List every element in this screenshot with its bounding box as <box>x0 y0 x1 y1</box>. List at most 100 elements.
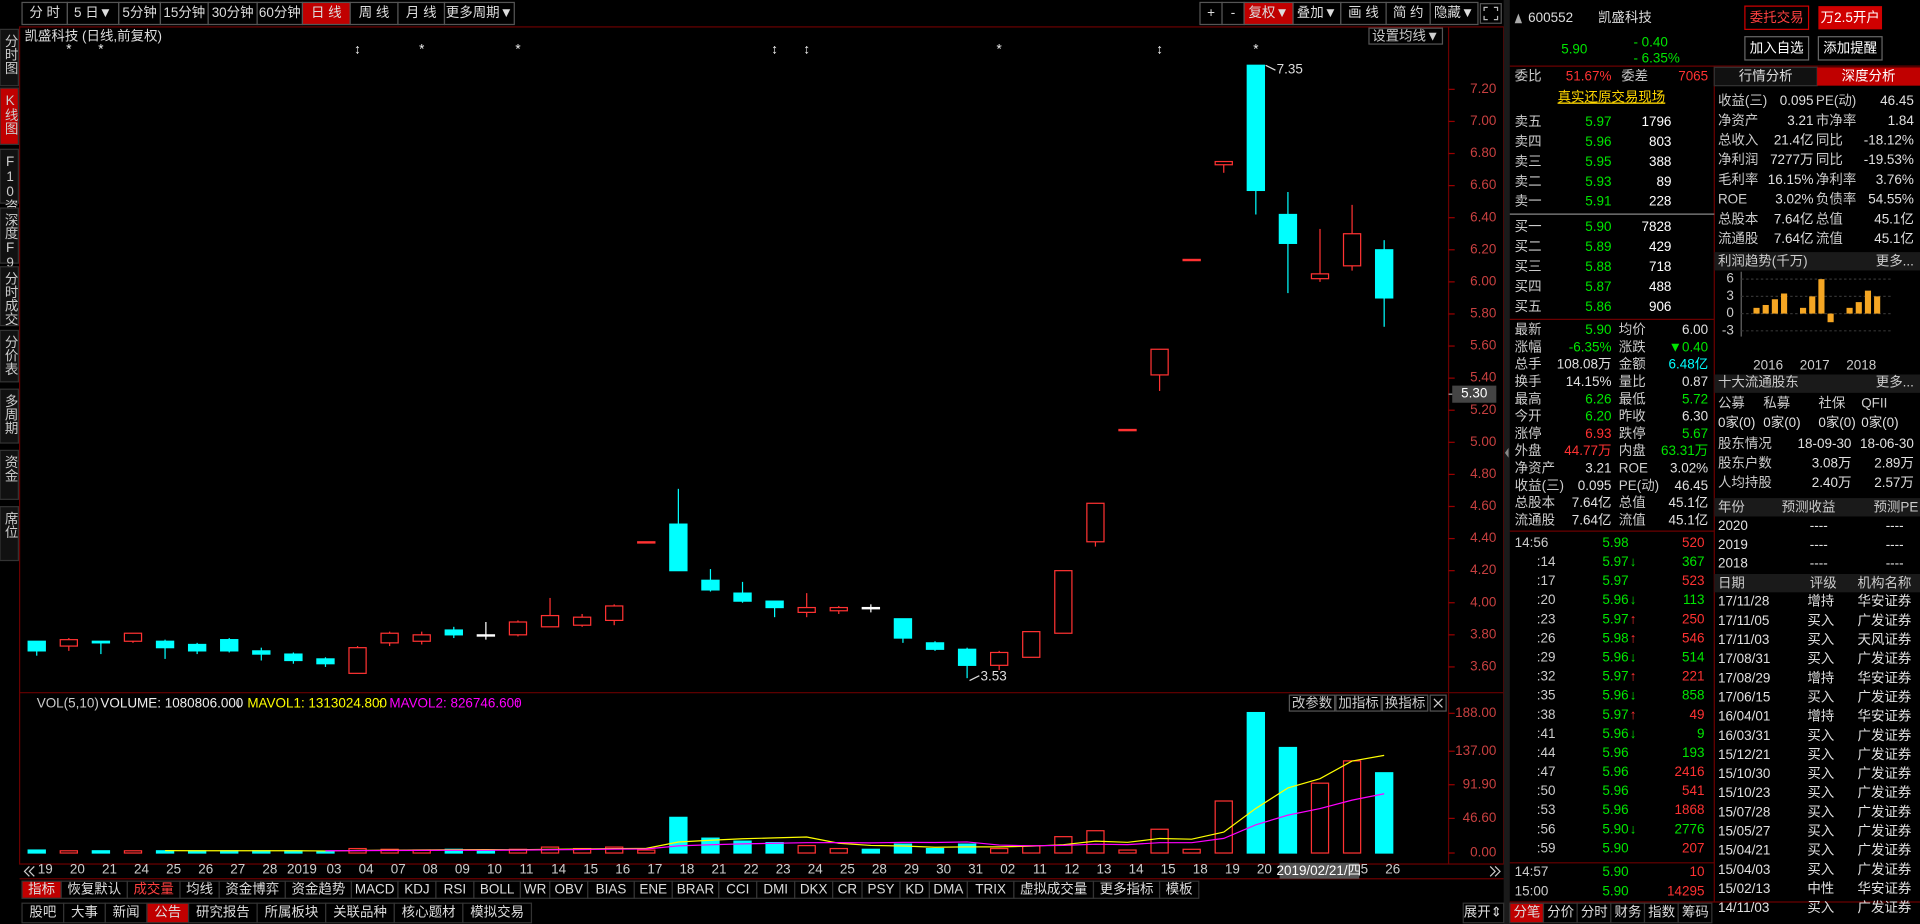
x-tick-label: 02 <box>1000 862 1015 877</box>
candle-body <box>1182 258 1201 262</box>
indicator-button[interactable] <box>1335 694 1382 712</box>
y-tick-label: 188.00 <box>1455 705 1496 720</box>
side-tab[interactable] <box>0 28 19 87</box>
event-marker[interactable]: ↕ <box>771 42 778 57</box>
y-tick-label: 5.40 <box>1470 370 1496 385</box>
side-tab[interactable] <box>0 87 19 146</box>
expand-button[interactable] <box>1462 902 1505 924</box>
scroll-right[interactable] <box>1489 866 1501 877</box>
profit-year: 2016 <box>1753 357 1783 372</box>
stat-label: 最低 <box>1619 391 1646 406</box>
action-button[interactable] <box>1817 36 1883 61</box>
book-label: 买四 <box>1515 279 1542 294</box>
event-marker[interactable]: * <box>1253 42 1259 57</box>
event-marker[interactable]: * <box>66 42 72 57</box>
action-button[interactable] <box>1818 6 1883 30</box>
side-tab[interactable] <box>0 449 19 500</box>
tick-time: :29 <box>1537 650 1556 665</box>
profit-year: 2017 <box>1800 357 1830 372</box>
rating-institution: 华安证券 <box>1858 670 1912 685</box>
cursor-price-box <box>1452 385 1497 403</box>
side-tab[interactable] <box>0 266 19 327</box>
x-tick-label: 31 <box>968 862 983 877</box>
book-volume: 906 <box>1649 299 1671 314</box>
tick-price: 5.96 <box>1602 745 1628 760</box>
fullscreen-button[interactable] <box>1479 3 1502 24</box>
rating-header: 日期 <box>1718 575 1745 590</box>
action-button[interactable] <box>1744 5 1810 30</box>
bottom-tab-label: 研究报告 <box>196 905 250 920</box>
x-tick-label: 11 <box>520 862 534 877</box>
splitter-arrow[interactable] <box>1504 447 1509 458</box>
forecast-eps: ---- <box>1810 518 1828 533</box>
candle-body <box>348 647 367 674</box>
more-link[interactable]: 更多... <box>1876 252 1914 268</box>
holder-value: 2.57万 <box>1874 475 1914 490</box>
period-button[interactable] <box>443 1 515 26</box>
indicator-button[interactable] <box>1288 694 1336 712</box>
indicator-tab-label: WR <box>524 881 547 896</box>
bottom-tab[interactable] <box>462 902 533 924</box>
rating-date: 15/04/03 <box>1718 862 1770 877</box>
live-link[interactable]: 真实还原交易现场 <box>1558 88 1666 104</box>
event-marker[interactable]: ↕ <box>1156 42 1163 57</box>
side-tab[interactable] <box>0 207 19 264</box>
tick-price: 5.90 <box>1602 864 1628 879</box>
rating-grade: 买入 <box>1807 862 1834 877</box>
stat-value: 3.02% <box>1670 461 1708 476</box>
event-marker[interactable]: * <box>98 42 104 57</box>
splitter[interactable] <box>1503 0 1510 924</box>
tick-volume: 9 <box>1697 726 1704 741</box>
x-tick-label: 24 <box>808 862 823 877</box>
side-tab[interactable] <box>0 388 19 444</box>
book-price: 5.95 <box>1585 154 1611 169</box>
event-marker[interactable]: * <box>515 42 521 57</box>
tick-arrow: ↑ <box>1630 611 1637 626</box>
indicator-tab-label: ENE <box>639 881 667 896</box>
tick-price: 5.98 <box>1602 630 1628 645</box>
panel-tab[interactable] <box>1677 902 1713 924</box>
event-marker[interactable]: * <box>997 42 1003 57</box>
side-tab-label: 资金 <box>3 455 19 482</box>
low-label: 3.53 <box>981 668 1007 683</box>
volume-bar <box>123 850 143 854</box>
stat-value: 6.20 <box>1585 409 1611 424</box>
x-tick-label: 18 <box>1193 862 1208 877</box>
event-marker[interactable]: ↕ <box>803 42 810 57</box>
volume-bar <box>1310 782 1330 854</box>
indicator-button[interactable] <box>1381 694 1429 712</box>
metric-value: 21.4亿 <box>1774 133 1814 148</box>
metric-value: 3.21 <box>1787 113 1813 128</box>
x-tick-label: 30 <box>936 862 951 877</box>
action-button[interactable] <box>1744 36 1810 61</box>
event-marker[interactable]: ↕ <box>354 42 361 57</box>
ma-button[interactable] <box>1368 27 1444 45</box>
metric-label: 总收入 <box>1718 133 1758 148</box>
stat-label: 均价 <box>1619 322 1646 337</box>
tick-arrow: ↓ <box>1630 688 1637 703</box>
book-price: 5.91 <box>1585 194 1611 209</box>
tick-volume: 193 <box>1682 745 1704 760</box>
scroll-left[interactable] <box>23 866 35 877</box>
side-tab[interactable] <box>0 329 19 383</box>
mavol2-arrow: ↑ <box>514 695 521 710</box>
analysis-tab[interactable] <box>1817 67 1920 86</box>
metric-label: 负债率 <box>1816 191 1856 207</box>
stat-value: 7.64亿 <box>1572 495 1612 510</box>
book-volume: 228 <box>1649 194 1671 209</box>
tick-price: 5.97 <box>1602 669 1628 684</box>
x-tick-label: 04 <box>359 862 374 877</box>
side-tab[interactable] <box>0 506 19 562</box>
metric-label: PE(动) <box>1816 93 1856 108</box>
tool-button[interactable] <box>1429 1 1479 26</box>
side-tab[interactable] <box>0 148 19 204</box>
indicator-tab[interactable] <box>1158 880 1200 899</box>
book-volume: 718 <box>1649 259 1671 274</box>
more-link[interactable]: 更多... <box>1876 374 1914 390</box>
stat-value: 5.90 <box>1585 322 1611 337</box>
forecast-year: 2018 <box>1718 556 1748 571</box>
volume-bar <box>829 847 848 854</box>
tool-label: 简 约 <box>1393 4 1424 20</box>
event-marker[interactable]: * <box>419 42 425 57</box>
side-tab-label: 分价表 <box>3 335 19 376</box>
